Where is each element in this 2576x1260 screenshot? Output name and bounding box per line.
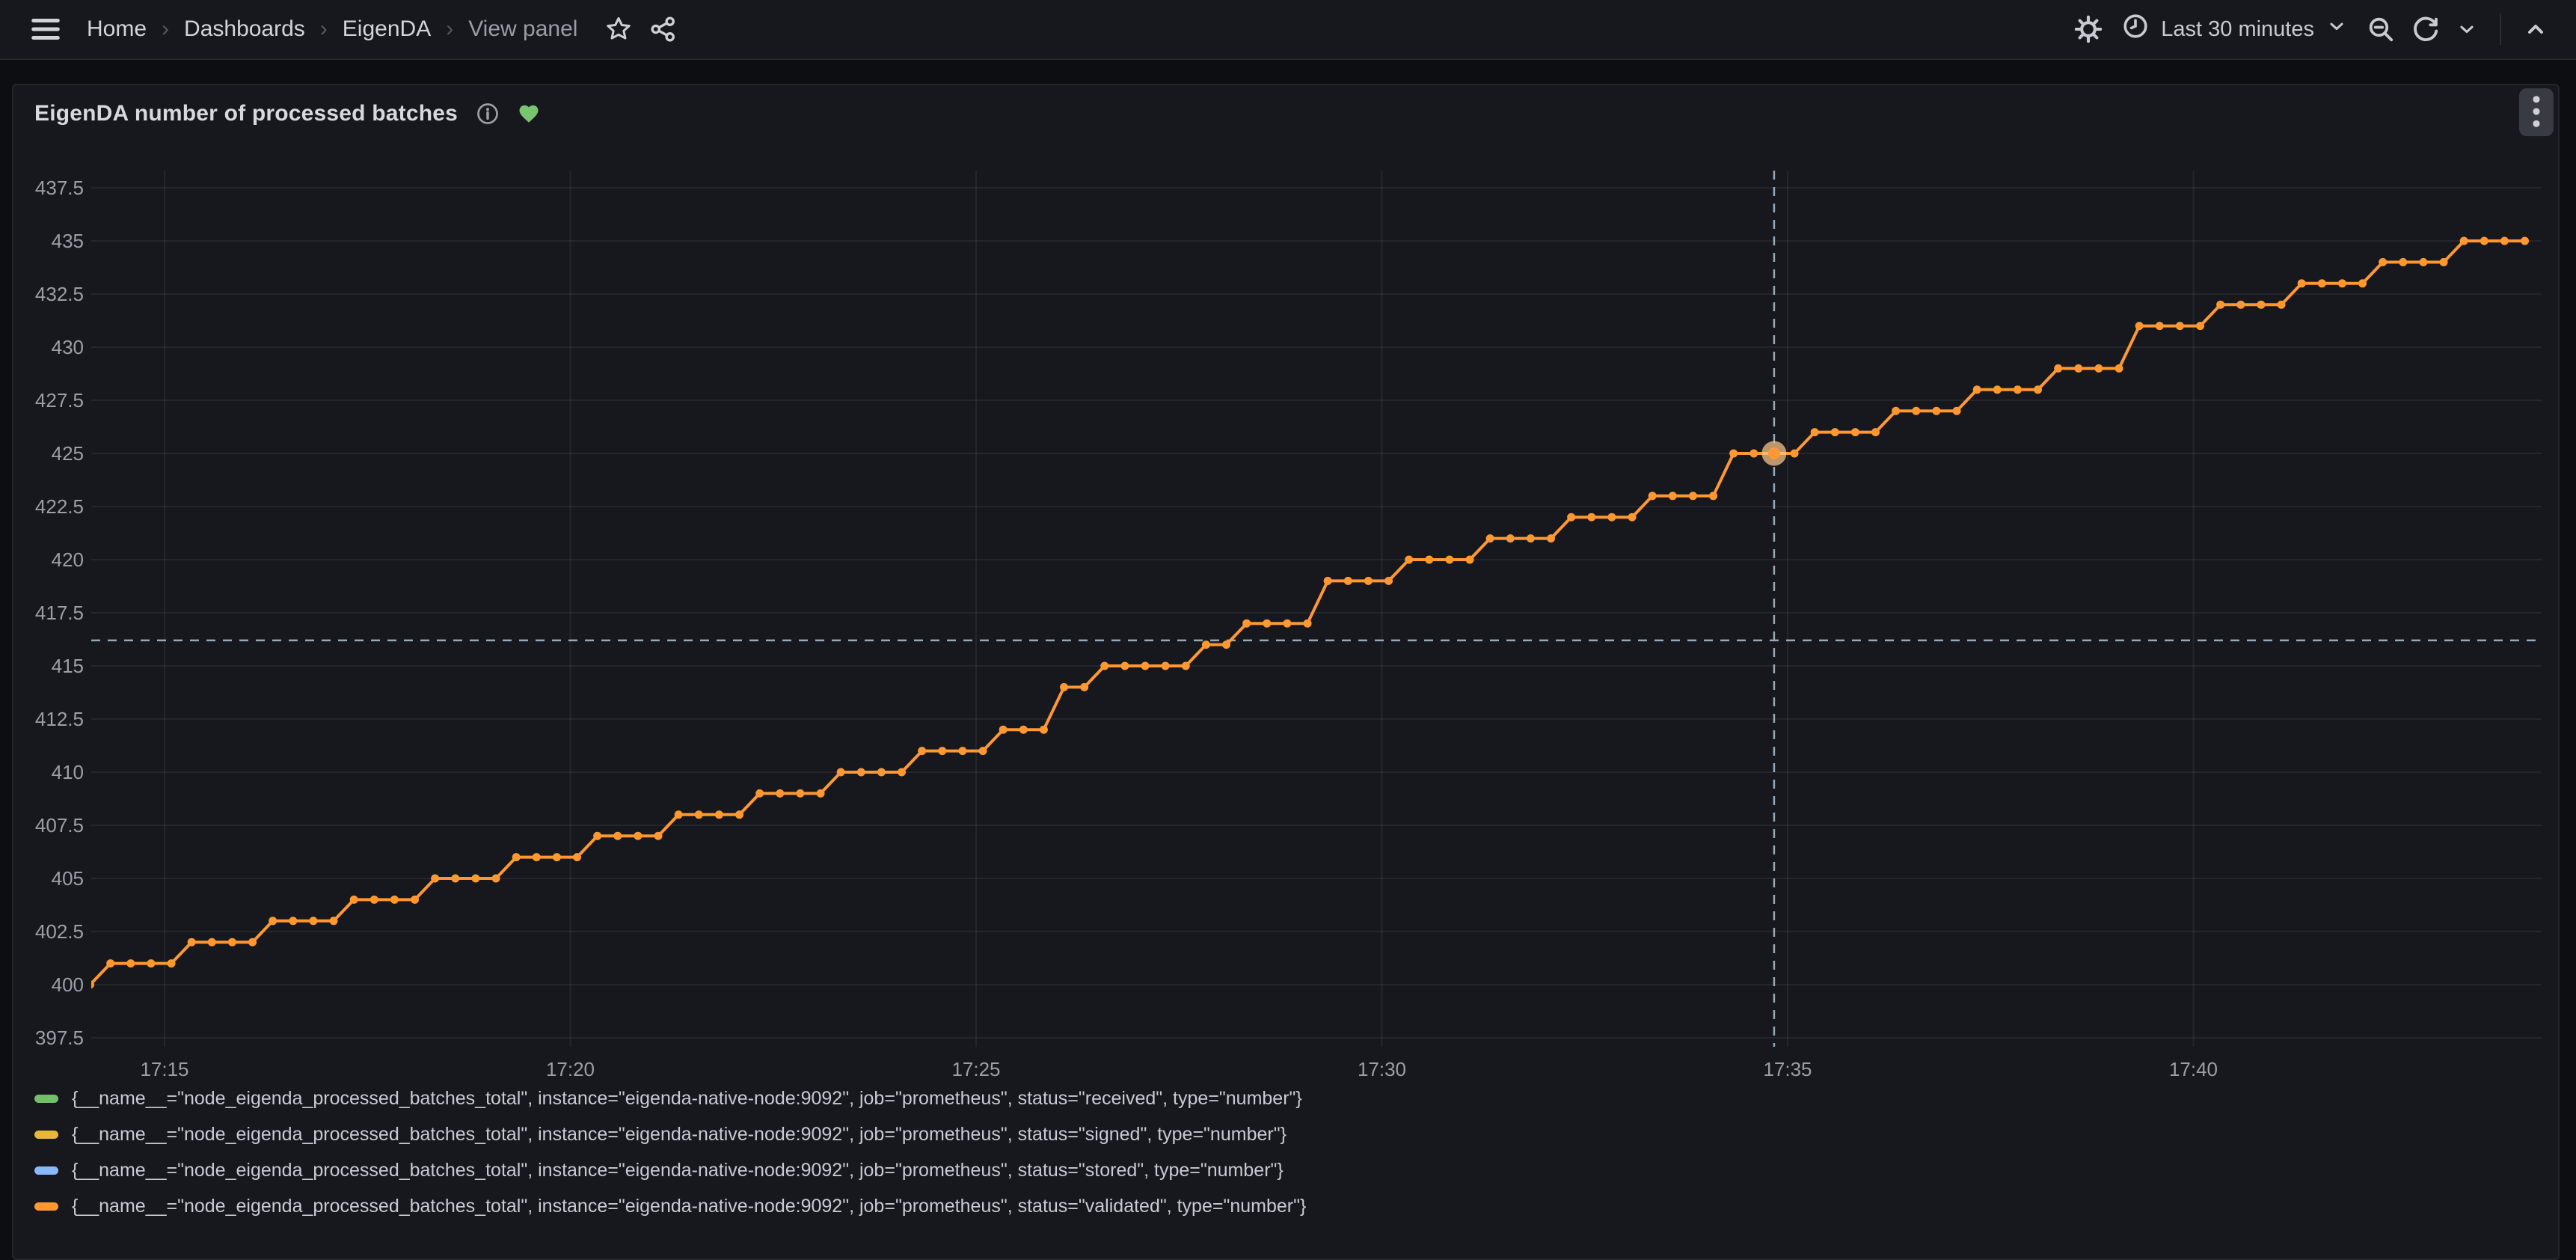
svg-text:407.5: 407.5 — [35, 814, 84, 837]
chevron-down-icon — [2326, 16, 2347, 43]
series-points-validated — [91, 236, 2530, 989]
y-axis-tick-labels: 437.5 435 432.5 430 427.5 425 422.5 420 417.5 415… — [35, 177, 84, 1049]
svg-text:427.5: 427.5 — [35, 389, 84, 412]
chevron-down-icon — [2456, 19, 2477, 40]
navbar-actions: Last 30 minutes — [2070, 7, 2552, 52]
svg-text:420: 420 — [52, 548, 84, 571]
time-range-label: Last 30 minutes — [2161, 16, 2314, 41]
breadcrumb-item-view-panel: View panel — [468, 16, 578, 41]
svg-text:417.5: 417.5 — [35, 602, 84, 624]
svg-text:410: 410 — [52, 761, 84, 783]
panel-header: EigenDA number of processed batches — [13, 85, 2558, 142]
menu-toggle-button[interactable] — [24, 7, 67, 51]
gear-icon — [2074, 15, 2103, 43]
svg-text:397.5: 397.5 — [35, 1027, 84, 1049]
svg-text:430: 430 — [52, 336, 84, 358]
svg-text:17:40: 17:40 — [2169, 1058, 2218, 1080]
legend-swatch-signed — [34, 1130, 58, 1139]
legend-swatch-received — [34, 1094, 58, 1103]
refresh-icon — [2411, 15, 2440, 43]
breadcrumb-item-dashboards[interactable]: Dashboards — [184, 16, 305, 41]
svg-text:437.5: 437.5 — [35, 177, 84, 199]
legend-label: {__name__="node_eigenda_processed_batche… — [72, 1087, 1302, 1109]
svg-text:435: 435 — [52, 230, 84, 252]
y-gridlines — [91, 187, 2542, 1039]
breadcrumb-separator: › — [162, 16, 170, 41]
zoom-out-time-button[interactable] — [2362, 10, 2399, 48]
share-dashboard-button[interactable] — [645, 10, 682, 48]
panel-menu-button[interactable] — [2519, 88, 2554, 136]
legend-item-validated[interactable]: {__name__="node_eigenda_processed_batche… — [34, 1188, 1306, 1224]
legend-label: {__name__="node_eigenda_processed_batche… — [72, 1123, 1287, 1145]
clock-icon — [2122, 13, 2149, 46]
kebab-icon — [2525, 92, 2548, 133]
dashboard-settings-button[interactable] — [2070, 10, 2107, 48]
svg-text:415: 415 — [52, 655, 84, 677]
chevron-up-icon — [2524, 17, 2548, 41]
navbar-divider — [2500, 13, 2501, 45]
health-heart-icon — [518, 103, 540, 125]
svg-text:400: 400 — [52, 973, 84, 996]
share-icon — [649, 15, 678, 43]
svg-text:402.5: 402.5 — [35, 920, 84, 943]
svg-text:17:15: 17:15 — [140, 1058, 188, 1080]
svg-text:17:35: 17:35 — [1763, 1058, 1812, 1080]
breadcrumb-separator: › — [319, 16, 328, 41]
svg-text:425: 425 — [52, 442, 84, 465]
svg-text:17:30: 17:30 — [1358, 1058, 1406, 1080]
breadcrumb-separator: › — [446, 16, 454, 41]
legend-label: {__name__="node_eigenda_processed_batche… — [72, 1195, 1307, 1217]
time-range-picker[interactable]: Last 30 minutes — [2115, 7, 2355, 52]
svg-text:17:20: 17:20 — [546, 1058, 595, 1080]
svg-text:432.5: 432.5 — [35, 283, 84, 305]
legend: {__name__="node_eigenda_processed_batche… — [34, 1080, 1306, 1224]
legend-item-signed[interactable]: {__name__="node_eigenda_processed_batche… — [34, 1116, 1306, 1152]
x-gridlines — [164, 171, 2195, 1047]
favorite-dashboard-button[interactable] — [600, 10, 637, 48]
legend-item-received[interactable]: {__name__="node_eigenda_processed_batche… — [34, 1080, 1306, 1116]
breadcrumb-item-eigenda[interactable]: EigenDA — [342, 16, 432, 41]
hovered-point — [1761, 441, 1787, 466]
crosshair — [91, 171, 2542, 1047]
hamburger-icon — [28, 12, 63, 46]
refresh-dashboard-button[interactable] — [2407, 10, 2444, 48]
star-icon — [604, 15, 633, 43]
collapse-controls-button[interactable] — [2519, 13, 2552, 46]
legend-swatch-validated — [34, 1202, 58, 1211]
info-icon[interactable] — [476, 102, 500, 126]
breadcrumb-item-home[interactable]: Home — [87, 16, 147, 41]
svg-text:422.5: 422.5 — [35, 495, 84, 518]
zoom-out-icon — [2367, 15, 2395, 43]
top-navbar: Home › Dashboards › EigenDA › View panel — [0, 0, 2576, 60]
refresh-interval-dropdown[interactable] — [2452, 14, 2482, 44]
legend-item-stored[interactable]: {__name__="node_eigenda_processed_batche… — [34, 1152, 1306, 1188]
legend-swatch-stored — [34, 1166, 58, 1175]
panel-title: EigenDA number of processed batches — [34, 101, 459, 126]
x-axis-tick-labels: 17:15 17:20 17:25 17:30 17:35 17:40 — [140, 1058, 2218, 1080]
legend-label: {__name__="node_eigenda_processed_batche… — [72, 1159, 1284, 1181]
svg-text:412.5: 412.5 — [35, 708, 84, 730]
svg-text:17:25: 17:25 — [951, 1058, 1000, 1080]
timeseries-panel: EigenDA number of processed batches — [12, 84, 2560, 1260]
svg-text:405: 405 — [52, 867, 84, 890]
breadcrumb: Home › Dashboards › EigenDA › View panel — [87, 16, 577, 42]
